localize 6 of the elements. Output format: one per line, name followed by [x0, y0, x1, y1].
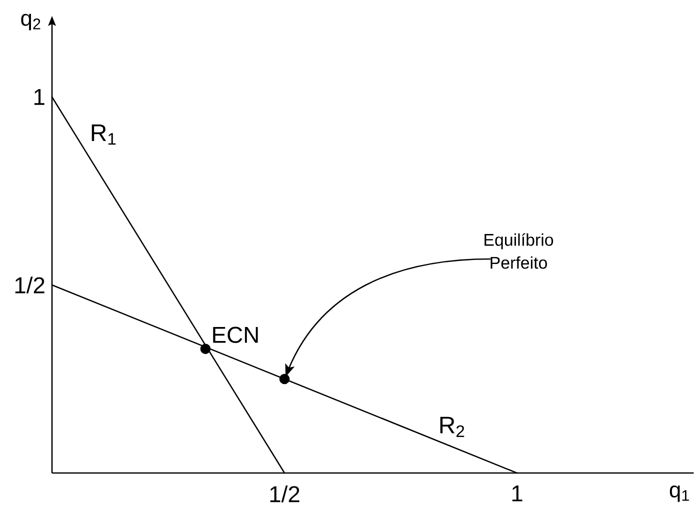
annotation: Equilíbrio Perfeito	[484, 233, 554, 269]
y-axis-title: q$_{2}$	[21, 14, 40, 30]
annotation: ECN	[213, 326, 258, 344]
x-axis-title: q$_{1}$	[670, 486, 689, 502]
series-label: R$_{1}$	[92, 124, 116, 145]
series-label: R$_{2}$	[440, 416, 464, 438]
